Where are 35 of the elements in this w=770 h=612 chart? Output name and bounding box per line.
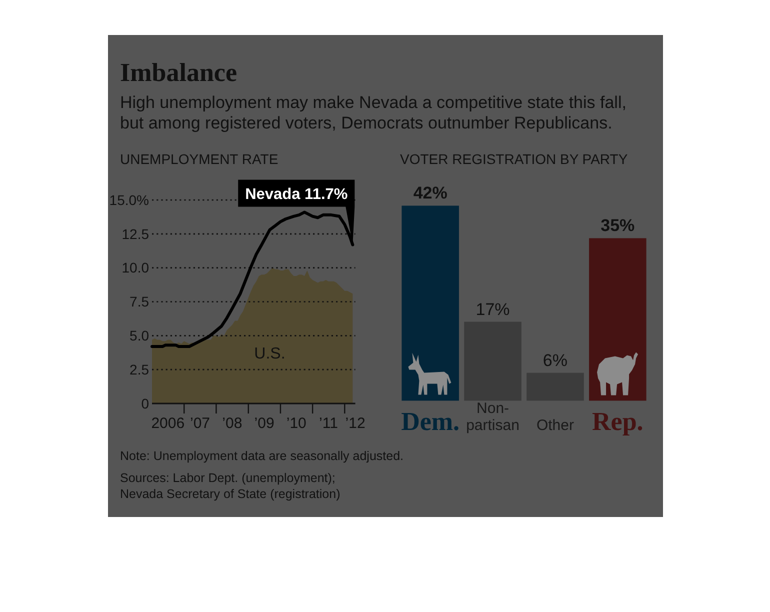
y-tick-label: 5.0 [130, 328, 150, 344]
x-tick-label: Non-partisan [466, 400, 520, 434]
bar [526, 372, 584, 401]
chart-title: UNEMPLOYMENT RATE [120, 151, 278, 167]
x-tick-label: Dem. [401, 407, 460, 436]
y-tick-label: 2.5 [130, 361, 150, 378]
text: Nevada Secretary of State (registration) [120, 487, 340, 501]
source-note: Sources: Labor Dept. (unemployment); [120, 471, 336, 485]
annotation: Nevada 11.7% [245, 186, 348, 203]
text: Note: Unemployment data are seasonally adjusted. [120, 449, 404, 463]
bar [464, 322, 522, 401]
chart-title: VOTER REGISTRATION BY PARTY [400, 151, 628, 167]
y-tick-label: 10.0 [122, 260, 150, 276]
x-tick-label: ’07 [190, 415, 210, 432]
text: Imbalance [120, 58, 237, 87]
x-tick-label: Rep. [592, 407, 644, 436]
x-tick-label: ’08 [222, 415, 242, 432]
x-tick-label: ’12 [345, 415, 366, 432]
x-tick-label: 2006 [151, 415, 185, 432]
bar [402, 206, 459, 401]
x-tick-label: ’11 [319, 415, 338, 432]
series-label: U.S. [254, 346, 286, 363]
x-tick-label: ’10 [286, 415, 306, 432]
x-tick-label: ’09 [254, 415, 274, 432]
data-label: 17% [476, 300, 510, 319]
data-label: 42% [413, 184, 448, 203]
y-tick-label: 0 [141, 395, 150, 412]
x-tick-label: Other [536, 417, 574, 434]
y-tick-label: 12.5 [122, 226, 150, 242]
y-tick-label: 15.0% [109, 192, 149, 208]
data-label: 35% [600, 216, 635, 236]
y-tick-label: 7.5 [130, 294, 150, 310]
data-label: 6% [542, 350, 568, 370]
line-series [150, 210, 354, 348]
text: High unemployment may make Nevada a competitive state this fall, but among registered voters, Democrats outnumber Republicans. [120, 93, 626, 132]
